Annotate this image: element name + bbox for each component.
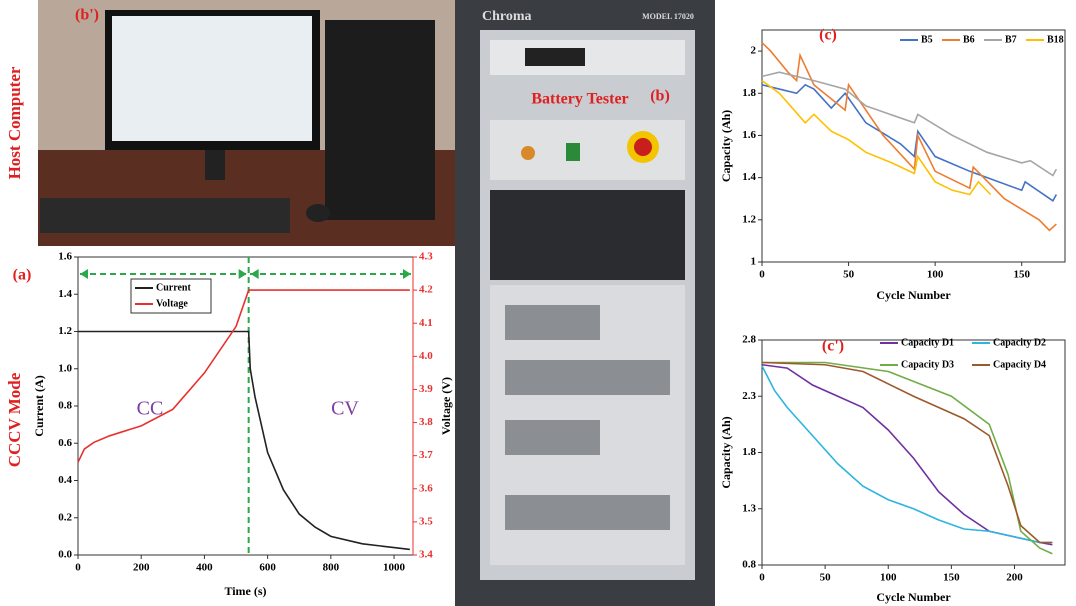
- x-axis-label: Time (s): [224, 584, 266, 598]
- y2-tick-label: 3.4: [419, 549, 433, 561]
- series-line: [761, 71, 1058, 177]
- y-tick-label: 0.8: [58, 400, 72, 412]
- x-tick-label: 600: [259, 562, 276, 574]
- x-tick-label: 800: [323, 562, 340, 574]
- y-tick-label: 1.8: [742, 446, 756, 458]
- series-line: [761, 79, 992, 196]
- y-tick-label: 0.8: [742, 559, 756, 571]
- y-axis-label: Capacity (Ah): [719, 110, 733, 182]
- y-tick-label: 1.2: [742, 213, 756, 225]
- y-tick-label: 0.4: [58, 474, 72, 486]
- panel-label: (c): [819, 27, 837, 44]
- y-tick-label: 1.3: [742, 502, 756, 514]
- x-tick-label: 1000: [383, 562, 406, 574]
- y-tick-label: 1.6: [742, 129, 756, 141]
- y2-tick-label: 4.1: [419, 317, 433, 329]
- tester-photo: Chroma MODEL 17020 Battery Tester (b): [455, 0, 715, 606]
- photo-label: (b): [650, 88, 670, 105]
- series-line: [761, 83, 1058, 202]
- panel-label: (c'): [822, 338, 844, 355]
- legend-label: B7: [1005, 34, 1017, 45]
- x-tick-label: 0: [759, 572, 765, 584]
- x-tick-label: 200: [1006, 572, 1023, 584]
- legend-label: Capacity D2: [993, 337, 1046, 348]
- x-tick-label: 400: [196, 562, 213, 574]
- side-label: CCCV Mode: [5, 372, 24, 467]
- x-tick-label: 150: [1013, 269, 1030, 281]
- legend-box: [130, 278, 212, 314]
- x-tick-label: 50: [820, 572, 832, 584]
- photo-title: Battery Tester: [531, 91, 628, 108]
- y-tick-label: 2.3: [742, 390, 756, 402]
- series-line: [77, 289, 410, 463]
- series-line: [761, 365, 1053, 544]
- y2-tick-label: 3.7: [419, 449, 433, 461]
- y-axis-label: Current (A): [32, 375, 46, 436]
- x-tick-label: 0: [759, 269, 765, 281]
- panel-label: (a): [13, 267, 32, 284]
- y-tick-label: 1: [751, 256, 757, 268]
- x-tick-label: 100: [927, 269, 944, 281]
- y-tick-label: 1.2: [58, 325, 72, 337]
- x-tick-label: 150: [943, 572, 960, 584]
- legend-label: B18: [1047, 34, 1064, 45]
- y-tick-label: 0.2: [58, 511, 72, 523]
- y2-tick-label: 4.0: [419, 350, 433, 362]
- y2-tick-label: 3.8: [419, 416, 433, 428]
- series-line: [762, 361, 1053, 555]
- y2-axis-label: Voltage (V): [439, 377, 453, 435]
- series-line: [761, 361, 1053, 544]
- x-tick-label: 50: [843, 269, 855, 281]
- legend-label: Capacity D3: [901, 359, 954, 370]
- photo-title: Host Computer: [5, 66, 24, 179]
- y-axis-label: Capacity (Ah): [719, 416, 733, 488]
- y-tick-label: 1.4: [58, 288, 72, 300]
- arrow-head: [238, 269, 247, 279]
- y-tick-label: 0.6: [58, 437, 72, 449]
- annotation: CV: [331, 398, 359, 420]
- legend-label: B5: [921, 34, 933, 45]
- x-axis-label: Cycle Number: [876, 288, 951, 302]
- series-line: [761, 363, 1053, 546]
- y-tick-label: 2.8: [742, 334, 756, 346]
- y-tick-label: 2: [751, 45, 757, 57]
- arrow-head: [80, 269, 88, 279]
- x-tick-label: 200: [133, 562, 150, 574]
- y2-tick-label: 4.2: [419, 284, 433, 296]
- legend-label: Capacity D1: [901, 337, 954, 348]
- host-photo: (b') Host Computer: [5, 0, 455, 246]
- arrow-head: [250, 269, 259, 279]
- legend-label: B6: [963, 34, 975, 45]
- y2-tick-label: 4.3: [419, 251, 433, 263]
- y-tick-label: 1.0: [58, 362, 72, 374]
- y-tick-label: 1.4: [742, 171, 756, 183]
- y-tick-label: 0.0: [58, 549, 72, 561]
- y2-tick-label: 3.5: [419, 515, 433, 527]
- photo-label: (b'): [75, 7, 99, 24]
- brand: Chroma: [482, 9, 532, 24]
- legend-label: Voltage: [156, 298, 188, 309]
- model: MODEL 17020: [642, 12, 694, 21]
- legend-label: Capacity D4: [993, 359, 1046, 370]
- y-tick-label: 1.6: [58, 251, 72, 263]
- plot-frame: [761, 29, 1066, 263]
- arrow-head: [403, 269, 411, 279]
- annotation: CC: [137, 398, 164, 420]
- y2-tick-label: 3.6: [419, 482, 433, 494]
- plot-frame: [77, 256, 414, 556]
- series-line: [761, 42, 1057, 232]
- legend-label: Current: [156, 282, 191, 293]
- x-tick-label: 100: [880, 572, 897, 584]
- x-tick-label: 0: [75, 562, 81, 574]
- y-tick-label: 1.8: [742, 87, 756, 99]
- plot-frame: [761, 339, 1066, 566]
- series-line: [78, 330, 410, 551]
- y2-tick-label: 3.9: [419, 383, 433, 395]
- x-axis-label: Cycle Number: [876, 590, 951, 604]
